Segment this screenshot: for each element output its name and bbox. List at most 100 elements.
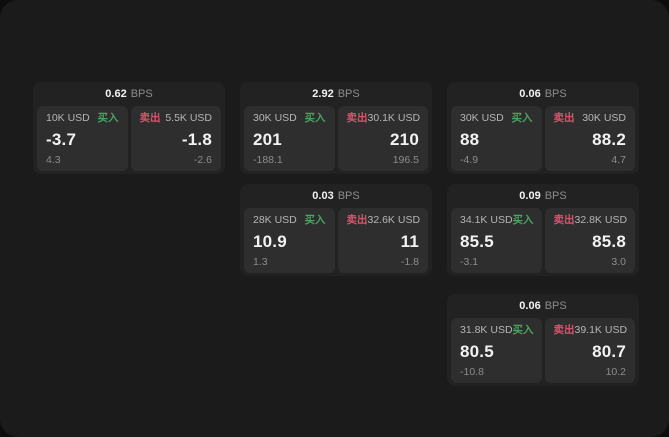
quote-card: 0.03 BPS 28K USD 买入 10.9 1.3 卖出 32.6K US…: [240, 184, 432, 276]
buy-amount: 34.1K USD: [460, 214, 513, 226]
sell-tile-top-row: 卖出 39.1K USD: [553, 324, 628, 336]
buy-amount: 28K USD: [253, 214, 297, 226]
card-header: 2.92 BPS: [240, 82, 432, 106]
buy-sub-value: -4.9: [460, 153, 479, 166]
bps-value: 0.06: [519, 300, 541, 312]
buy-sub-value: -3.1: [460, 255, 479, 268]
quote-card: 0.62 BPS 10K USD 买入 -3.7 4.3 卖出 5.5K USD…: [33, 82, 225, 174]
bps-value: 0.09: [519, 190, 541, 202]
buy-side-label: 买入: [512, 324, 534, 336]
bps-value: 0.03: [312, 190, 334, 202]
buy-side-label: 买入: [512, 214, 534, 226]
buy-tile[interactable]: 28K USD 买入 10.9 1.3: [244, 208, 335, 273]
sell-tile-top-row: 卖出 30K USD: [554, 113, 627, 124]
bps-value: 0.06: [519, 88, 541, 100]
sell-price: 80.7: [592, 341, 626, 361]
card-body: 30K USD 买入 201 -188.1 卖出 30.1K USD 210 1…: [240, 106, 432, 175]
card-body: 31.8K USD 买入 80.5 -10.8 卖出 39.1K USD 80.…: [447, 318, 639, 387]
buy-side-label: 买入: [97, 112, 119, 124]
quote-card: 2.92 BPS 30K USD 买入 201 -188.1 卖出 30.1K …: [240, 82, 432, 174]
sell-price: 88.2: [592, 129, 626, 149]
buy-side-label: 买入: [511, 112, 533, 124]
sell-price: -1.8: [181, 129, 212, 149]
bps-unit-label: BPS: [544, 88, 567, 100]
sell-tile[interactable]: 卖出 30.1K USD 210 196.5: [337, 106, 428, 171]
card-body: 10K USD 买入 -3.7 4.3 卖出 5.5K USD -1.8 -2.…: [33, 106, 225, 175]
sell-side-label: 卖出: [346, 214, 368, 226]
buy-amount: 30K USD: [460, 112, 504, 124]
buy-tile-top-row: 34.1K USD 买入: [460, 214, 534, 226]
sell-tile-top-row: 卖出 32.6K USD: [346, 214, 421, 226]
sell-price: 210: [390, 129, 419, 149]
sell-sub-value: 196.5: [392, 153, 419, 166]
buy-tile-top-row: 30K USD 买入: [253, 113, 326, 124]
bps-unit-label: BPS: [130, 88, 153, 100]
sell-sub-value: -2.6: [193, 153, 212, 166]
buy-side-label: 买入: [304, 214, 326, 226]
buy-tile-top-row: 30K USD 买入: [460, 113, 533, 124]
sell-price: 11: [400, 231, 419, 251]
sell-side-label: 卖出: [553, 112, 575, 124]
buy-tile[interactable]: 30K USD 买入 88 -4.9: [451, 106, 542, 171]
buy-price: 201: [253, 129, 282, 149]
buy-side-label: 买入: [304, 112, 326, 124]
buy-tile[interactable]: 31.8K USD 买入 80.5 -10.8: [451, 318, 542, 383]
sell-sub-value: 10.2: [605, 365, 626, 378]
card-header: 0.06 BPS: [447, 294, 639, 318]
buy-sub-value: -188.1: [253, 153, 283, 166]
sell-amount: 39.1K USD: [574, 324, 628, 336]
sell-amount: 30.1K USD: [367, 112, 421, 124]
sell-amount: 5.5K USD: [165, 112, 212, 124]
buy-tile[interactable]: 10K USD 买入 -3.7 4.3: [37, 106, 128, 171]
sell-sub-value: -1.8: [400, 255, 419, 268]
buy-amount: 10K USD: [46, 112, 90, 124]
card-header: 0.03 BPS: [240, 184, 432, 208]
sell-tile[interactable]: 卖出 39.1K USD 80.7 10.2: [544, 318, 635, 383]
buy-sub-value: -10.8: [460, 365, 484, 378]
bps-unit-label: BPS: [544, 300, 567, 312]
sell-tile-top-row: 卖出 5.5K USD: [140, 113, 213, 124]
quote-card: 0.06 BPS 31.8K USD 买入 80.5 -10.8 卖出 39.1…: [447, 294, 639, 386]
buy-sub-value: 4.3: [46, 153, 61, 166]
sell-side-label: 卖出: [346, 112, 368, 124]
sell-side-label: 卖出: [553, 214, 575, 226]
sell-amount: 30K USD: [582, 112, 626, 124]
buy-price: 85.5: [460, 231, 494, 251]
buy-price: 88: [460, 129, 480, 149]
buy-tile[interactable]: 30K USD 买入 201 -188.1: [244, 106, 335, 171]
buy-tile[interactable]: 34.1K USD 买入 85.5 -3.1: [451, 208, 542, 273]
sell-price: 85.8: [592, 231, 626, 251]
bps-value: 0.62: [105, 88, 127, 100]
card-body: 30K USD 买入 88 -4.9 卖出 30K USD 88.2 4.7: [447, 106, 639, 175]
bps-unit-label: BPS: [337, 88, 360, 100]
buy-price: 80.5: [460, 341, 494, 361]
card-header: 0.09 BPS: [447, 184, 639, 208]
sell-side-label: 卖出: [139, 112, 161, 124]
quote-card: 0.09 BPS 34.1K USD 买入 85.5 -3.1 卖出 32.8K…: [447, 184, 639, 276]
card-header: 0.06 BPS: [447, 82, 639, 106]
sell-tile-top-row: 卖出 32.8K USD: [553, 214, 628, 226]
sell-sub-value: 3.0: [611, 255, 626, 268]
sell-sub-value: 4.7: [611, 153, 626, 166]
buy-price: 10.9: [253, 231, 287, 251]
sell-amount: 32.8K USD: [574, 214, 628, 226]
buy-tile-top-row: 28K USD 买入: [253, 215, 326, 226]
card-header: 0.62 BPS: [33, 82, 225, 106]
sell-amount: 32.6K USD: [367, 214, 421, 226]
buy-amount: 30K USD: [253, 112, 297, 124]
sell-tile[interactable]: 卖出 5.5K USD -1.8 -2.6: [130, 106, 221, 171]
buy-tile-top-row: 10K USD 买入: [46, 113, 119, 124]
bps-unit-label: BPS: [544, 190, 567, 202]
card-body: 28K USD 买入 10.9 1.3 卖出 32.6K USD 11 -1.8: [240, 208, 432, 277]
sell-tile[interactable]: 卖出 32.8K USD 85.8 3.0: [544, 208, 635, 273]
sell-side-label: 卖出: [553, 324, 575, 336]
sell-tile[interactable]: 卖出 30K USD 88.2 4.7: [544, 106, 635, 171]
buy-price: -3.7: [46, 129, 77, 149]
bps-unit-label: BPS: [337, 190, 360, 202]
quote-card: 0.06 BPS 30K USD 买入 88 -4.9 卖出 30K USD 8…: [447, 82, 639, 174]
sell-tile[interactable]: 卖出 32.6K USD 11 -1.8: [337, 208, 428, 273]
buy-sub-value: 1.3: [253, 255, 268, 268]
card-body: 34.1K USD 买入 85.5 -3.1 卖出 32.8K USD 85.8…: [447, 208, 639, 277]
sell-tile-top-row: 卖出 30.1K USD: [346, 112, 421, 124]
